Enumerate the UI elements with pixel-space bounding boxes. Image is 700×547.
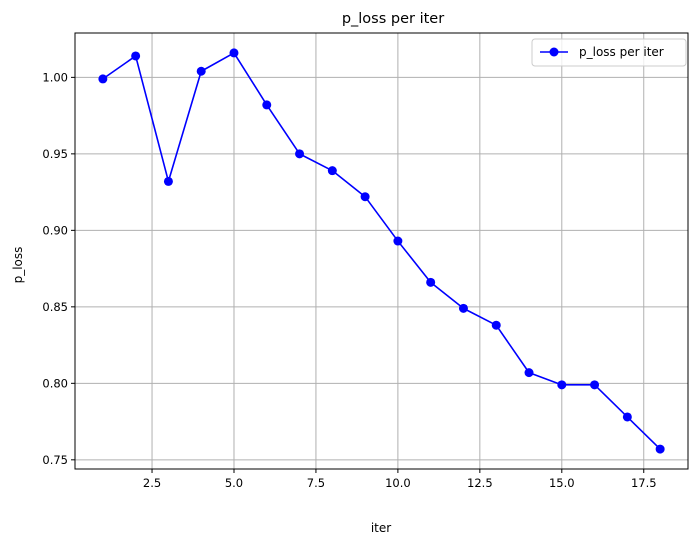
data-point xyxy=(196,66,206,76)
legend: p_loss per iter xyxy=(531,38,687,67)
y-tick-label: 0.75 xyxy=(42,453,68,467)
y-tick-label: 0.80 xyxy=(42,376,68,390)
y-tick-label: 0.85 xyxy=(42,300,68,314)
data-point xyxy=(655,444,665,454)
data-point xyxy=(393,236,403,246)
chart-title: p_loss per iter xyxy=(342,11,444,27)
x-tick-label: 10.0 xyxy=(385,476,411,490)
data-point xyxy=(295,149,305,159)
grid-layer xyxy=(75,33,688,469)
x-tick-label: 7.5 xyxy=(307,476,325,490)
data-point xyxy=(98,74,108,84)
data-point xyxy=(163,176,173,186)
data-point xyxy=(491,320,501,330)
y-tick-label: 1.00 xyxy=(42,70,68,84)
legend-marker xyxy=(549,47,559,57)
data-point xyxy=(426,277,436,287)
x-tick-label: 2.5 xyxy=(143,476,161,490)
series-line xyxy=(102,52,661,450)
data-point xyxy=(360,192,370,202)
legend-label: p_loss per iter xyxy=(579,45,664,59)
axes-layer: 2.5 5.0 7.5 10.0 12.5 15.0 17.5 0.75 0.80 0.85 0.9… xyxy=(42,32,689,490)
data-point xyxy=(458,303,468,313)
x-tick-label: 12.5 xyxy=(467,476,493,490)
data-point xyxy=(622,412,632,422)
data-point xyxy=(327,166,337,176)
x-tick-label: 5.0 xyxy=(225,476,243,490)
x-axis-label: iter xyxy=(371,521,391,535)
x-tick-label: 17.5 xyxy=(631,476,657,490)
y-axis-label: p_loss xyxy=(11,247,25,284)
y-tick-label: 0.95 xyxy=(42,147,68,161)
data-point xyxy=(557,380,567,390)
y-tick-label: 0.90 xyxy=(42,223,68,237)
legend-box xyxy=(531,38,687,67)
plot-frame xyxy=(74,32,689,470)
data-point xyxy=(590,380,600,390)
data-point xyxy=(262,100,272,110)
data-point xyxy=(229,48,239,58)
x-tick-label: 15.0 xyxy=(549,476,575,490)
data-point xyxy=(524,368,534,378)
data-point xyxy=(131,51,141,61)
series-layer xyxy=(98,48,665,454)
